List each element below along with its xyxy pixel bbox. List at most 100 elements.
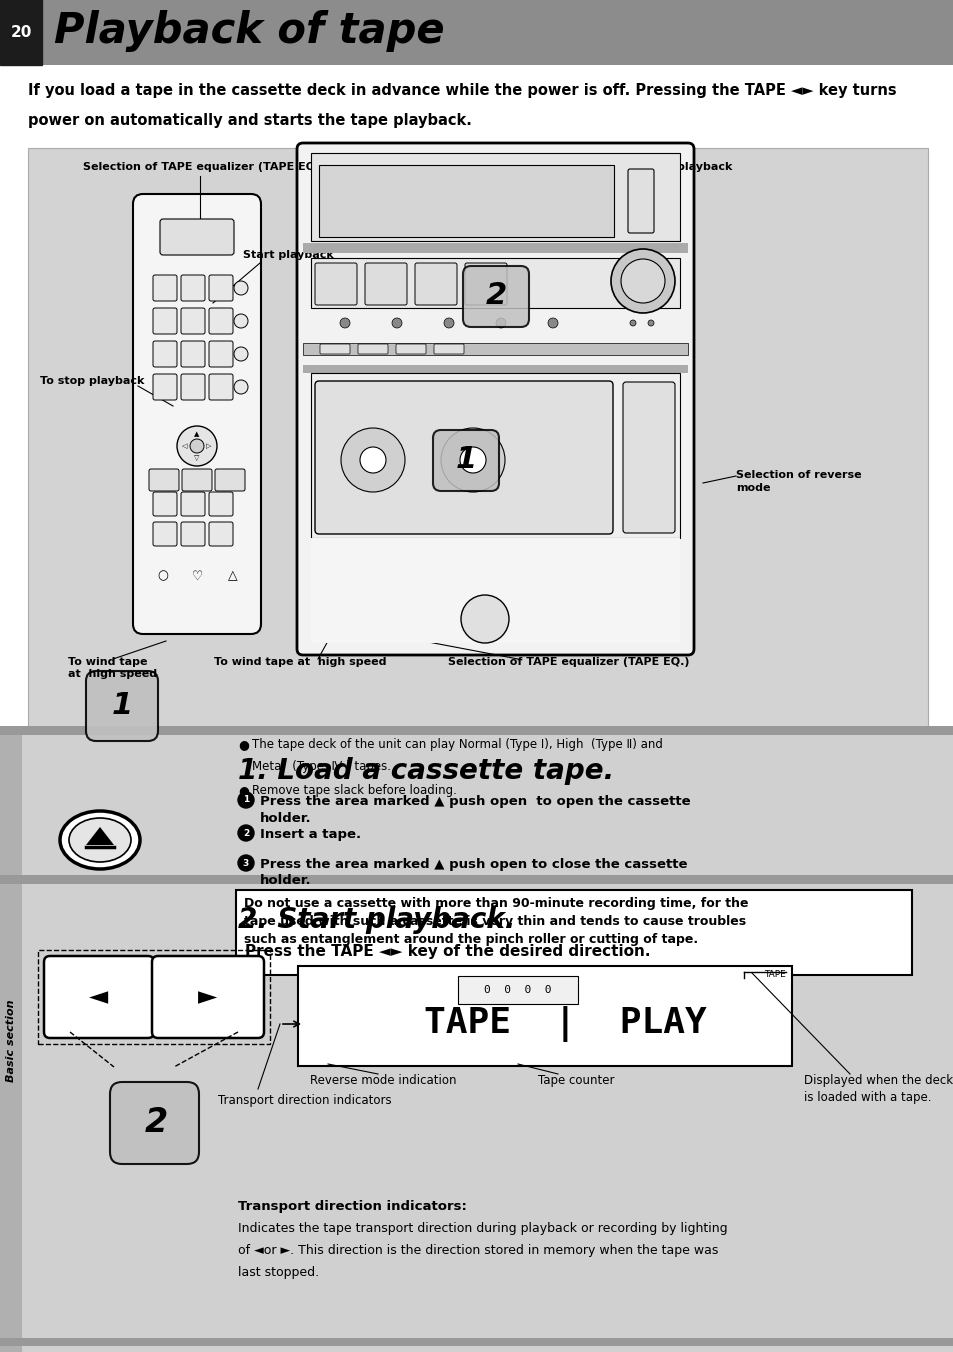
Circle shape xyxy=(233,314,248,329)
Circle shape xyxy=(177,426,216,466)
Text: To stop playback: To stop playback xyxy=(627,162,732,172)
FancyBboxPatch shape xyxy=(152,956,264,1038)
Bar xyxy=(303,343,687,356)
FancyBboxPatch shape xyxy=(152,308,177,334)
Text: TAPE  |  PLAY: TAPE | PLAY xyxy=(423,1006,705,1042)
Circle shape xyxy=(237,825,253,841)
Bar xyxy=(303,365,687,373)
Circle shape xyxy=(233,281,248,295)
FancyBboxPatch shape xyxy=(44,956,153,1038)
Text: ▲: ▲ xyxy=(194,431,199,437)
FancyBboxPatch shape xyxy=(314,264,356,306)
FancyBboxPatch shape xyxy=(181,308,205,334)
Bar xyxy=(0,0,42,65)
Polygon shape xyxy=(86,827,113,845)
Bar xyxy=(0,0,953,65)
FancyBboxPatch shape xyxy=(160,219,233,256)
Bar xyxy=(0,726,953,735)
Text: ●: ● xyxy=(237,738,249,750)
Text: Transport direction indicators: Transport direction indicators xyxy=(218,1094,392,1107)
FancyBboxPatch shape xyxy=(365,264,407,306)
FancyBboxPatch shape xyxy=(209,375,233,400)
Text: Selection of TAPE equalizer (TAPE EQ.): Selection of TAPE equalizer (TAPE EQ.) xyxy=(448,657,689,667)
Text: ◁: ◁ xyxy=(182,443,188,449)
Text: Do not use a cassette with more than 90-minute recording time, for the
tape used: Do not use a cassette with more than 90-… xyxy=(244,896,748,946)
Circle shape xyxy=(233,347,248,361)
FancyBboxPatch shape xyxy=(357,343,388,354)
Bar xyxy=(22,884,953,1352)
Circle shape xyxy=(547,318,558,329)
Text: Start playback: Start playback xyxy=(338,162,429,172)
Text: Press the area marked ▲ push open to close the cassette
holder.: Press the area marked ▲ push open to clo… xyxy=(260,859,687,887)
Bar xyxy=(311,258,679,308)
Text: Selection of TAPE equalizer (TAPE EQ.): Selection of TAPE equalizer (TAPE EQ.) xyxy=(83,162,324,172)
Text: ▷: ▷ xyxy=(206,443,212,449)
FancyBboxPatch shape xyxy=(214,469,245,491)
FancyBboxPatch shape xyxy=(209,492,233,516)
FancyBboxPatch shape xyxy=(209,522,233,546)
Text: ▽: ▽ xyxy=(194,456,199,461)
FancyBboxPatch shape xyxy=(110,1082,199,1164)
FancyBboxPatch shape xyxy=(209,274,233,301)
Text: ►: ► xyxy=(198,986,217,1009)
Bar xyxy=(0,735,22,877)
Text: Press the area marked ▲ push open  to open the cassette
holder.: Press the area marked ▲ push open to ope… xyxy=(260,795,690,825)
Text: Basic section: Basic section xyxy=(6,999,16,1082)
Text: TAPE: TAPE xyxy=(763,969,785,979)
FancyBboxPatch shape xyxy=(152,375,177,400)
Text: To wind tape at  high speed: To wind tape at high speed xyxy=(213,657,386,667)
FancyBboxPatch shape xyxy=(395,343,426,354)
Circle shape xyxy=(610,249,675,314)
FancyBboxPatch shape xyxy=(152,274,177,301)
Text: 0  0  0  0: 0 0 0 0 xyxy=(484,986,551,995)
Circle shape xyxy=(339,318,350,329)
Text: If you load a tape in the cassette deck in advance while the power is off. Press: If you load a tape in the cassette deck … xyxy=(28,82,896,97)
Text: 1: 1 xyxy=(455,446,476,475)
Text: 3: 3 xyxy=(243,859,249,868)
Ellipse shape xyxy=(69,818,131,863)
FancyBboxPatch shape xyxy=(132,193,261,634)
Bar xyxy=(311,153,679,241)
FancyBboxPatch shape xyxy=(182,469,212,491)
Bar xyxy=(303,243,687,253)
Bar xyxy=(235,890,911,975)
FancyBboxPatch shape xyxy=(209,341,233,366)
Text: 2: 2 xyxy=(144,1106,168,1140)
Circle shape xyxy=(233,380,248,393)
Circle shape xyxy=(459,448,485,473)
Circle shape xyxy=(620,260,664,303)
Circle shape xyxy=(237,854,253,871)
Text: Metal  (Type  Ⅳ ) tapes.: Metal (Type Ⅳ ) tapes. xyxy=(252,760,391,773)
Text: 1: 1 xyxy=(243,795,249,804)
Text: power on automatically and starts the tape playback.: power on automatically and starts the ta… xyxy=(28,114,472,128)
Text: Selection of reverse
mode: Selection of reverse mode xyxy=(735,470,861,493)
FancyBboxPatch shape xyxy=(627,169,654,233)
Text: 1: 1 xyxy=(112,691,132,721)
FancyBboxPatch shape xyxy=(434,343,463,354)
Bar xyxy=(22,735,953,877)
Text: 2: 2 xyxy=(243,829,249,837)
Text: To wind tape
at  high speed: To wind tape at high speed xyxy=(68,657,157,680)
Circle shape xyxy=(443,318,454,329)
FancyBboxPatch shape xyxy=(86,671,158,741)
FancyBboxPatch shape xyxy=(622,383,675,533)
Text: Indicates the tape transport direction during playback or recording by lighting: Indicates the tape transport direction d… xyxy=(237,1222,727,1234)
FancyBboxPatch shape xyxy=(314,381,613,534)
Text: △: △ xyxy=(228,569,237,583)
Text: Remove tape slack before loading.: Remove tape slack before loading. xyxy=(252,784,456,796)
Ellipse shape xyxy=(60,811,140,869)
Text: To stop playback: To stop playback xyxy=(40,376,144,387)
Circle shape xyxy=(629,320,636,326)
Text: Reverse mode indication: Reverse mode indication xyxy=(310,1073,456,1087)
Bar xyxy=(311,538,679,644)
Text: ◄: ◄ xyxy=(90,986,109,1009)
Text: Displayed when the deck
is loaded with a tape.: Displayed when the deck is loaded with a… xyxy=(803,1073,952,1105)
FancyBboxPatch shape xyxy=(181,341,205,366)
FancyBboxPatch shape xyxy=(152,341,177,366)
Circle shape xyxy=(440,429,504,492)
Bar xyxy=(0,65,953,147)
FancyBboxPatch shape xyxy=(433,430,498,491)
FancyBboxPatch shape xyxy=(464,264,506,306)
Text: Start playback: Start playback xyxy=(243,250,334,260)
Bar xyxy=(28,147,927,729)
